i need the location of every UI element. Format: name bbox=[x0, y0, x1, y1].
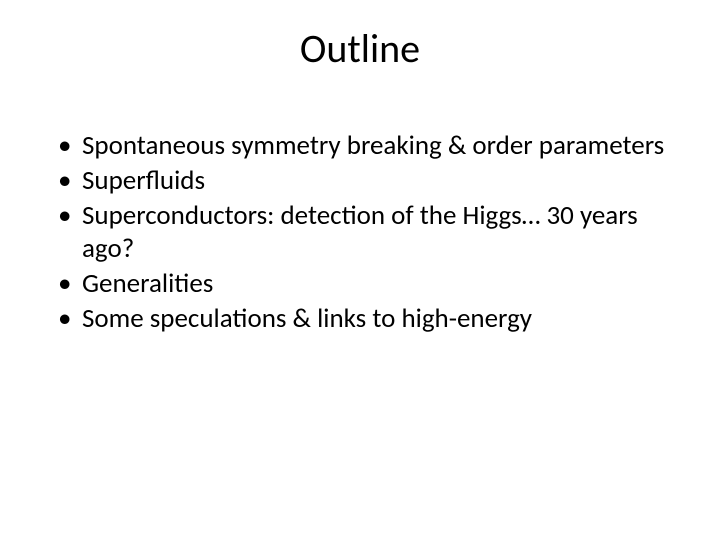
bullet-list: Spontaneous symmetry breaking & order pa… bbox=[54, 130, 666, 336]
list-item: Superfluids bbox=[54, 165, 666, 198]
list-item: Superconductors: detection of the Higgs…… bbox=[54, 200, 666, 266]
list-item: Spontaneous symmetry breaking & order pa… bbox=[54, 130, 666, 163]
slide-body: Spontaneous symmetry breaking & order pa… bbox=[54, 130, 666, 338]
slide: Outline Spontaneous symmetry breaking & … bbox=[0, 0, 720, 540]
list-item: Generalities bbox=[54, 268, 666, 301]
list-item: Some speculations & links to high-energy bbox=[54, 303, 666, 336]
slide-title: Outline bbox=[0, 24, 720, 73]
